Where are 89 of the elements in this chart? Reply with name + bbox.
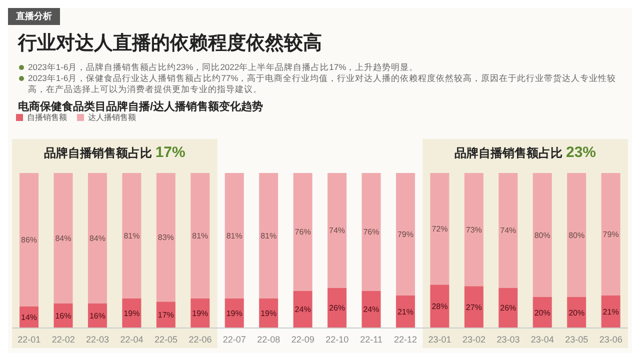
bar — [156, 173, 176, 302]
data-label: 27% — [466, 302, 482, 312]
bar — [430, 284, 450, 328]
x-tick-label: 22-08 — [257, 334, 280, 344]
data-label: 19% — [192, 309, 208, 318]
x-tick-label: 22-03 — [86, 334, 110, 344]
data-label: 83% — [158, 233, 174, 242]
x-tick-label: 23-05 — [565, 334, 588, 344]
chart-subtitle: 电商保健食品类目品牌自播/达人播销售额变化趋势 — [18, 100, 264, 113]
bar — [601, 173, 620, 296]
data-label: 74% — [500, 226, 516, 236]
x-tick-label: 23-02 — [462, 334, 486, 344]
data-label: 26% — [329, 304, 346, 313]
data-label: 19% — [260, 309, 277, 318]
x-tick-label: 22-07 — [222, 334, 246, 344]
data-label: 80% — [568, 230, 585, 240]
bar — [396, 173, 415, 296]
text: 直播分析 — [8, 8, 60, 25]
bar — [498, 173, 518, 288]
x-tick-label: 22-05 — [154, 334, 178, 344]
data-label: 21% — [397, 308, 414, 317]
data-label: 86% — [21, 235, 38, 244]
data-label: 79% — [397, 230, 414, 240]
x-tick-label: 22-11 — [360, 334, 383, 344]
x-tick-label: 23-03 — [496, 334, 520, 344]
bar — [88, 173, 107, 304]
bar — [430, 173, 450, 285]
data-label: 16% — [89, 311, 106, 320]
data-label: 16% — [55, 311, 72, 320]
data-label: 73% — [466, 225, 482, 234]
bar — [498, 288, 518, 328]
data-label: 14% — [21, 312, 38, 322]
x-tick-label: 22-10 — [326, 334, 349, 344]
bar — [464, 286, 484, 328]
data-label: 24% — [294, 305, 311, 314]
data-label: 84% — [89, 234, 106, 243]
legend-label: 自播销售额 — [27, 113, 67, 122]
x-tick-label: 23-06 — [599, 334, 622, 344]
data-label: 19% — [124, 309, 140, 318]
x-tick-label: 22-04 — [120, 334, 144, 344]
data-label: 20% — [568, 308, 585, 318]
band-label: 品牌自播销售额占比 17% — [44, 144, 186, 161]
x-tick-label: 22-09 — [291, 334, 314, 344]
bar — [20, 173, 39, 306]
band-label: 品牌自播销售额占比 23% — [454, 144, 596, 161]
bar — [54, 173, 73, 304]
bar — [293, 290, 312, 328]
x-tick-label: 22-06 — [188, 334, 212, 344]
x-tick-label: 22-12 — [394, 334, 418, 344]
data-label: 81% — [260, 232, 277, 241]
legend-label: 达人播销售额 — [88, 113, 136, 122]
x-tick-label: 22-02 — [52, 334, 75, 344]
data-label: 72% — [432, 224, 448, 234]
data-label: 76% — [294, 228, 311, 237]
data-label: 20% — [534, 308, 550, 318]
bar — [328, 288, 347, 328]
data-label: 84% — [55, 234, 72, 243]
x-tick-label: 23-04 — [530, 334, 554, 344]
data-label: 26% — [500, 304, 516, 313]
bar — [224, 173, 244, 299]
text: 2023年1-6月，品牌自播销售额占比约23%，同比2022年上半年品牌自播占比17%，上升趋势明显。 — [28, 62, 418, 72]
bar — [362, 173, 381, 291]
data-label: 81% — [226, 232, 242, 241]
data-label: 79% — [602, 230, 619, 240]
data-label: 80% — [534, 230, 550, 240]
bar — [601, 295, 620, 328]
data-label: 19% — [226, 309, 242, 318]
bar — [328, 173, 347, 288]
data-label: 76% — [363, 228, 380, 237]
data-label: 74% — [329, 226, 346, 236]
chart-title: 行业对达人直播的依赖程度依然较高 — [18, 32, 322, 56]
bar — [122, 173, 142, 299]
data-label: 24% — [363, 305, 380, 314]
data-label: 17% — [158, 310, 174, 320]
data-label: 21% — [602, 308, 619, 317]
x-tick-label: 23-01 — [428, 334, 452, 344]
data-label: 81% — [192, 232, 208, 241]
bar — [567, 173, 586, 297]
data-label: 81% — [124, 232, 140, 241]
bar — [532, 173, 552, 297]
bar — [190, 173, 210, 299]
text: 2023年1-6月，保健食品行业达人播销售额占比约77%，高于电商全行业均值，行业对达人播的依赖程度依然较高，原因在于此行业带货达人专业性较高，在产品选择上可以为消费者提供更加专业的指导建议。 — [28, 73, 616, 94]
bar — [259, 173, 278, 299]
data-label: 28% — [432, 302, 448, 312]
x-tick-label: 22-01 — [18, 334, 41, 344]
bar — [362, 290, 381, 328]
bar — [396, 295, 415, 328]
bar — [293, 173, 312, 291]
bar — [464, 173, 484, 286]
